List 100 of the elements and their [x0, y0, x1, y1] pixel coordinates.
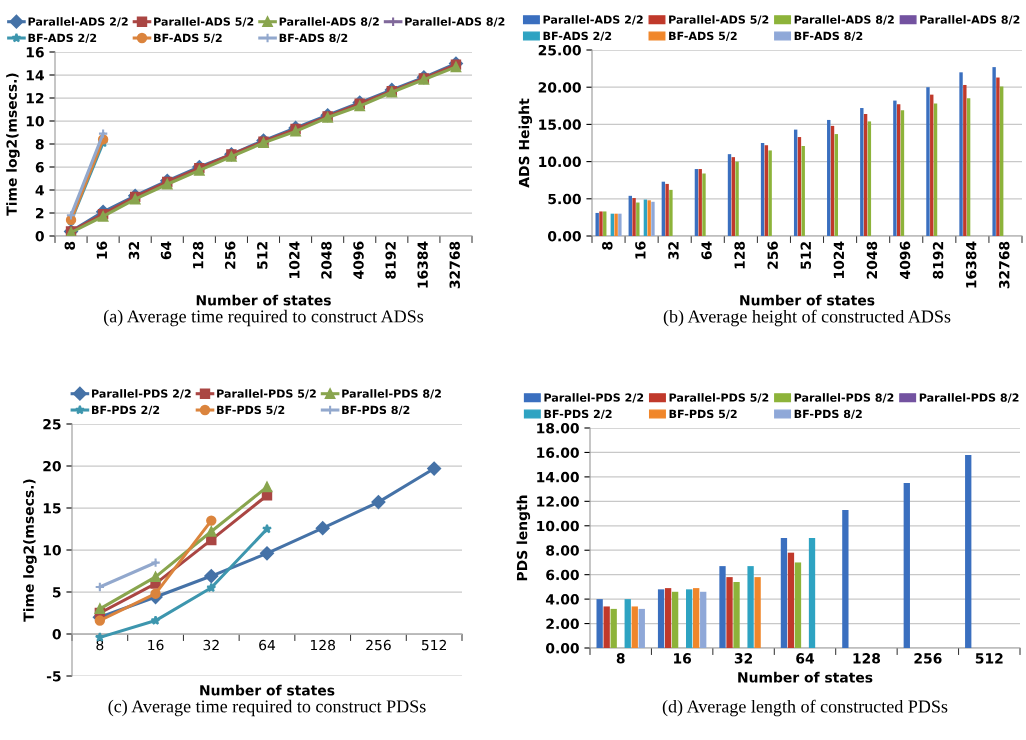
legend-label: Parallel-ADS 5/2	[154, 17, 254, 27]
y-axis-title: PDS length	[516, 495, 531, 581]
y-tick-label: 5.00	[548, 193, 581, 205]
x-axis-title: Number of states	[738, 671, 873, 683]
y-tick-label: 8	[35, 138, 44, 150]
legend-label: Parallel-PDS 5/2	[669, 393, 769, 403]
legend-label: Parallel-PDS 5/2	[217, 389, 316, 399]
x-tick-label: 16384	[965, 241, 977, 288]
legend-label: BF-PDS 8/2	[794, 409, 862, 419]
x-tick-label: 8192	[385, 242, 396, 279]
x-tick-label: 1024	[289, 241, 300, 278]
x-tick-label: 8	[64, 241, 76, 250]
legend-label: BF-ADS 5/2	[154, 33, 222, 43]
legend-label: BF-PDS 5/2	[669, 409, 737, 419]
y-axis-title: Time log2(msecs.)	[6, 73, 20, 216]
x-tick-label: 1024	[833, 241, 845, 278]
x-tick-label: 128	[192, 241, 204, 269]
y-tick-label: 25	[43, 418, 61, 430]
x-tick-label: 32	[668, 242, 679, 260]
y-tick-label: 0	[52, 628, 61, 640]
y-tick-label: 10	[43, 544, 61, 556]
x-tick-label: 32	[734, 653, 753, 664]
legend-label: Parallel-ADS 2/2	[28, 17, 128, 27]
x-tick-label: 32768	[998, 241, 1010, 289]
x-tick-label: 8	[616, 653, 625, 664]
y-axis-title: Time log2(msecs.)	[23, 479, 37, 622]
x-tick-label: 4096	[353, 241, 364, 279]
y-tick-label: 8.00	[546, 545, 579, 556]
x-tick-label: 8192	[932, 242, 944, 279]
legend-label: BF-ADS 2/2	[28, 33, 97, 43]
x-tick-label: 32	[203, 639, 219, 651]
x-tick-label: 16	[96, 241, 108, 259]
x-tick-label: 64	[701, 241, 712, 260]
y-tick-label: 12	[26, 92, 44, 104]
y-tick-label: 6	[35, 161, 44, 173]
x-tick-label: 32	[128, 242, 140, 260]
x-tick-label: 8	[96, 639, 104, 651]
y-tick-label: 10	[26, 115, 44, 127]
legend-label: BF-PDS 2/2	[92, 405, 160, 415]
x-tick-label: 64	[160, 241, 172, 260]
y-tick-label: 25.00	[538, 44, 581, 56]
legend-label: BF-PDS 2/2	[544, 409, 612, 419]
legend-label: Parallel-PDS 8/2	[919, 393, 1019, 403]
x-tick-label: 32768	[449, 241, 460, 289]
text: (a) Average time required to construct ADSs	[104, 309, 424, 327]
legend-label: Parallel-ADS 2/2	[543, 15, 643, 25]
y-tick-label: 20.00	[538, 82, 581, 93]
x-tick-label: 16	[148, 639, 164, 651]
x-tick-label: 512	[257, 242, 268, 269]
x-tick-label: 256	[767, 241, 778, 269]
x-tick-label: 256	[366, 639, 391, 651]
x-axis-title: Number of states	[196, 294, 331, 306]
y-tick-label: 12.00	[537, 496, 579, 507]
x-tick-label: 16	[674, 653, 692, 664]
x-tick-label: 256	[914, 653, 942, 664]
y-tick-label: 4.00	[545, 594, 579, 605]
y-tick-label: 5	[52, 587, 61, 598]
y-tick-label: -5	[46, 671, 61, 682]
x-tick-label: 512	[421, 639, 447, 651]
y-axis-title: ADS Height	[518, 98, 533, 188]
x-tick-label: 128	[310, 639, 336, 651]
legend-label: BF-ADS 8/2	[279, 33, 348, 43]
y-tick-label: 10.00	[539, 156, 581, 168]
y-tick-label: 16	[26, 46, 44, 58]
y-tick-label: 0.00	[545, 642, 579, 654]
legend-label: Parallel-PDS 2/2	[92, 389, 191, 399]
legend-label: BF-ADS 2/2	[543, 31, 612, 41]
text: (c) Average time required to construct PDSs	[108, 699, 426, 717]
legend-label: Parallel-ADS 8/2	[920, 15, 1020, 25]
y-tick-label: 0	[35, 230, 44, 242]
x-axis-title: Number of states	[200, 684, 335, 696]
y-tick-label: 6.00	[546, 569, 579, 581]
legend-label: Parallel-ADS 5/2	[669, 15, 769, 25]
x-tick-label: 16	[635, 241, 646, 259]
legend-label: Parallel-PDS 8/2	[342, 389, 441, 399]
y-tick-label: 14.00	[537, 471, 579, 483]
legend-label: BF-PDS 8/2	[342, 405, 410, 415]
y-tick-label: 10.00	[537, 520, 579, 532]
legend-label: BF-ADS 5/2	[669, 31, 737, 41]
legend-label: Parallel-PDS 2/2	[544, 393, 644, 403]
y-tick-label: 15.00	[539, 119, 581, 130]
x-tick-label: 512	[800, 242, 812, 269]
y-tick-label: 0.00	[547, 230, 581, 242]
x-tick-label: 512	[975, 653, 1003, 664]
y-tick-label: 16.00	[537, 447, 579, 458]
x-tick-label: 2048	[321, 241, 332, 279]
legend-label: Parallel-ADS 8/2	[405, 17, 505, 27]
x-tick-label: 64	[796, 653, 815, 664]
text: (d) Average length of constructed PDSs	[662, 699, 948, 717]
x-tick-label: 128	[734, 241, 745, 269]
y-tick-label: 2	[36, 207, 44, 219]
y-tick-label: 4	[35, 185, 44, 196]
y-tick-label: 15	[43, 503, 61, 514]
x-tick-label: 4096	[899, 241, 911, 279]
x-tick-label: 64	[259, 639, 276, 651]
legend-label: BF-ADS 8/2	[794, 31, 863, 41]
y-tick-label: 20	[43, 460, 61, 472]
legend-label: Parallel-PDS 8/2	[794, 393, 894, 403]
text: (b) Average height of constructed ADSs	[663, 309, 951, 327]
x-axis-title: Number of states	[740, 294, 875, 306]
